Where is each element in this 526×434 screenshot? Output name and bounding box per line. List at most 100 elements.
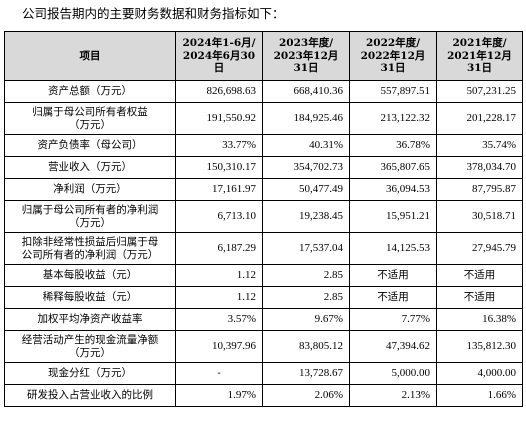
row-value: 不适用	[436, 264, 523, 287]
header-period-line: 2021年度/	[452, 37, 507, 50]
table-row: 资产总额（万元） 826,698.63 668,410.36 557,897.5…	[4, 80, 523, 103]
table-row: 基本每股收益（元） 1.12 2.85 不适用 不适用	[4, 264, 523, 287]
row-value: 35.74%	[436, 134, 523, 157]
row-value: 2.85	[262, 286, 350, 309]
row-value: 47,394.62	[349, 330, 437, 363]
row-value: 2.06%	[262, 384, 350, 407]
row-value: 201,228.17	[436, 102, 523, 135]
row-label-line: （万元）	[69, 216, 111, 229]
row-value: 16.38%	[436, 308, 523, 331]
row-value: 36,094.53	[349, 178, 437, 201]
row-label: 基本每股收益（元）	[4, 264, 176, 287]
header-period-2022: 2022年度/ 2022年12月 31日	[349, 31, 437, 81]
header-period-line: 31日	[466, 62, 493, 75]
row-value: 不适用	[349, 264, 437, 287]
row-label: 经营活动产生的现金流量净额 （万元）	[4, 330, 176, 363]
row-value: 1.12	[175, 264, 263, 287]
row-label: 归属于母公司所有者的净利润 （万元）	[4, 200, 176, 233]
row-value: 9.67%	[262, 308, 350, 331]
row-value: 33.77%	[175, 134, 263, 157]
row-label-line: 公司所有者的净利润（万元）	[21, 248, 159, 261]
row-label-line: （万元）	[69, 118, 111, 131]
row-label: 现金分红（万元）	[4, 362, 176, 385]
table-row: 研发投入占营业收入的比例 1.97% 2.06% 2.13% 1.66%	[4, 384, 523, 407]
row-label-line: （万元）	[69, 346, 111, 359]
table-row: 加权平均净资产收益率 3.57% 9.67% 7.77% 16.38%	[4, 308, 523, 331]
row-label-line: 基本每股收益（元）	[42, 269, 138, 282]
financial-data-table: 项目 2024年1-6月/ 2024年6月30日 2023年度/ 2023年12…	[4, 31, 523, 407]
row-label-line: 归属于母公司所有者的净利润	[21, 204, 159, 216]
row-value: 4,000.00	[436, 362, 523, 385]
row-label-line: 资产总额（万元）	[48, 85, 132, 98]
row-value: 1.12	[175, 286, 263, 309]
row-value: 17,537.04	[262, 232, 350, 265]
row-label-line: 资产负债率（母公司）	[37, 139, 143, 152]
header-period-line: 2023年12月	[273, 49, 339, 62]
row-label-line: 现金分红（万元）	[48, 367, 132, 380]
table-row: 营业收入（万元） 150,310.17 354,702.73 365,807.6…	[4, 156, 523, 179]
header-period-line: 2021年12月	[447, 49, 512, 62]
row-value: 87,795.87	[436, 178, 523, 201]
row-value: 135,812.30	[436, 330, 523, 363]
row-value: 2.85	[262, 264, 350, 287]
row-value: 14,125.53	[349, 232, 437, 265]
table-row: 归属于母公司所有者的净利润 （万元） 6,713.10 19,238.45 15…	[4, 200, 523, 233]
row-label: 加权平均净资产收益率	[4, 308, 176, 331]
row-value: 668,410.36	[262, 80, 350, 103]
row-value: 30,518.71	[436, 200, 523, 233]
row-value: 191,550.92	[175, 102, 263, 135]
row-value: 17,161.97	[175, 178, 263, 201]
row-value: 2.13%	[349, 384, 437, 407]
intro-text: 公司报告期内的主要财务数据和财务指标如下：	[22, 6, 285, 21]
row-value: 150,310.17	[175, 156, 263, 179]
table-row: 现金分红（万元） - 13,728.67 5,000.00 4,000.00	[4, 362, 523, 385]
row-value: 557,897.51	[349, 80, 437, 103]
row-value: 10,397.96	[175, 330, 263, 363]
row-label: 稀释每股收益（元）	[4, 286, 176, 309]
table-row: 稀释每股收益（元） 1.12 2.85 不适用 不适用	[4, 286, 523, 309]
row-value: -	[175, 362, 263, 385]
header-period-h1-2024: 2024年1-6月/ 2024年6月30日	[175, 31, 263, 81]
header-period-line: 2022年12月	[360, 49, 426, 62]
header-item: 项目	[4, 31, 176, 81]
row-value: 507,231.25	[436, 80, 523, 103]
row-value: 19,238.45	[262, 200, 350, 233]
row-value: 7.77%	[349, 308, 437, 331]
header-period-line: 2023年度/	[278, 37, 334, 50]
row-value: 378,034.70	[436, 156, 523, 179]
row-value: 1.97%	[175, 384, 263, 407]
table-row: 净利润（万元） 17,161.97 50,477.49 36,094.53 87…	[4, 178, 523, 201]
row-value: 6,713.10	[175, 200, 263, 233]
row-label: 归属于母公司所有者权益 （万元）	[4, 102, 176, 135]
header-period-line: 31日	[380, 62, 406, 75]
row-value: 27,945.79	[436, 232, 523, 265]
header-period-line: 2024年6月30日	[182, 49, 256, 75]
row-value: 15,951.21	[349, 200, 437, 233]
header-period-2023: 2023年度/ 2023年12月 31日	[262, 31, 350, 81]
row-value: 不适用	[436, 286, 523, 309]
table-row: 经营活动产生的现金流量净额 （万元） 10,397.96 83,805.12 4…	[4, 330, 523, 363]
header-period-line: 2024年1-6月/	[182, 37, 256, 50]
table-row: 资产负债率（母公司） 33.77% 40.31% 36.78% 35.74%	[4, 134, 523, 157]
row-label-line: 净利润（万元）	[53, 183, 127, 196]
row-value: 1.66%	[436, 384, 523, 407]
row-value: 83,805.12	[262, 330, 350, 363]
row-value: 13,728.67	[262, 362, 350, 385]
row-label-line: 研发投入占营业收入的比例	[27, 389, 153, 402]
row-label-line: 稀释每股收益（元）	[42, 291, 138, 304]
row-label: 资产负债率（母公司）	[4, 134, 176, 157]
row-value: 826,698.63	[175, 80, 263, 103]
row-label: 扣除非经常性损益后归属于母 公司所有者的净利润（万元）	[4, 232, 176, 265]
header-period-2021: 2021年度/ 2021年12月 31日	[436, 31, 523, 81]
header-period-line: 2022年度/	[365, 37, 421, 50]
table-row: 扣除非经常性损益后归属于母 公司所有者的净利润（万元） 6,187.29 17,…	[4, 232, 523, 265]
row-label: 资产总额（万元）	[4, 80, 176, 103]
row-label: 净利润（万元）	[4, 178, 176, 201]
row-label-line: 扣除非经常性损益后归属于母	[21, 236, 159, 248]
row-value: 6,187.29	[175, 232, 263, 265]
table-row: 归属于母公司所有者权益 （万元） 191,550.92 184,925.46 2…	[4, 102, 523, 135]
row-label: 研发投入占营业收入的比例	[4, 384, 176, 407]
row-value: 不适用	[349, 286, 437, 309]
row-value: 50,477.49	[262, 178, 350, 201]
row-value: 36.78%	[349, 134, 437, 157]
